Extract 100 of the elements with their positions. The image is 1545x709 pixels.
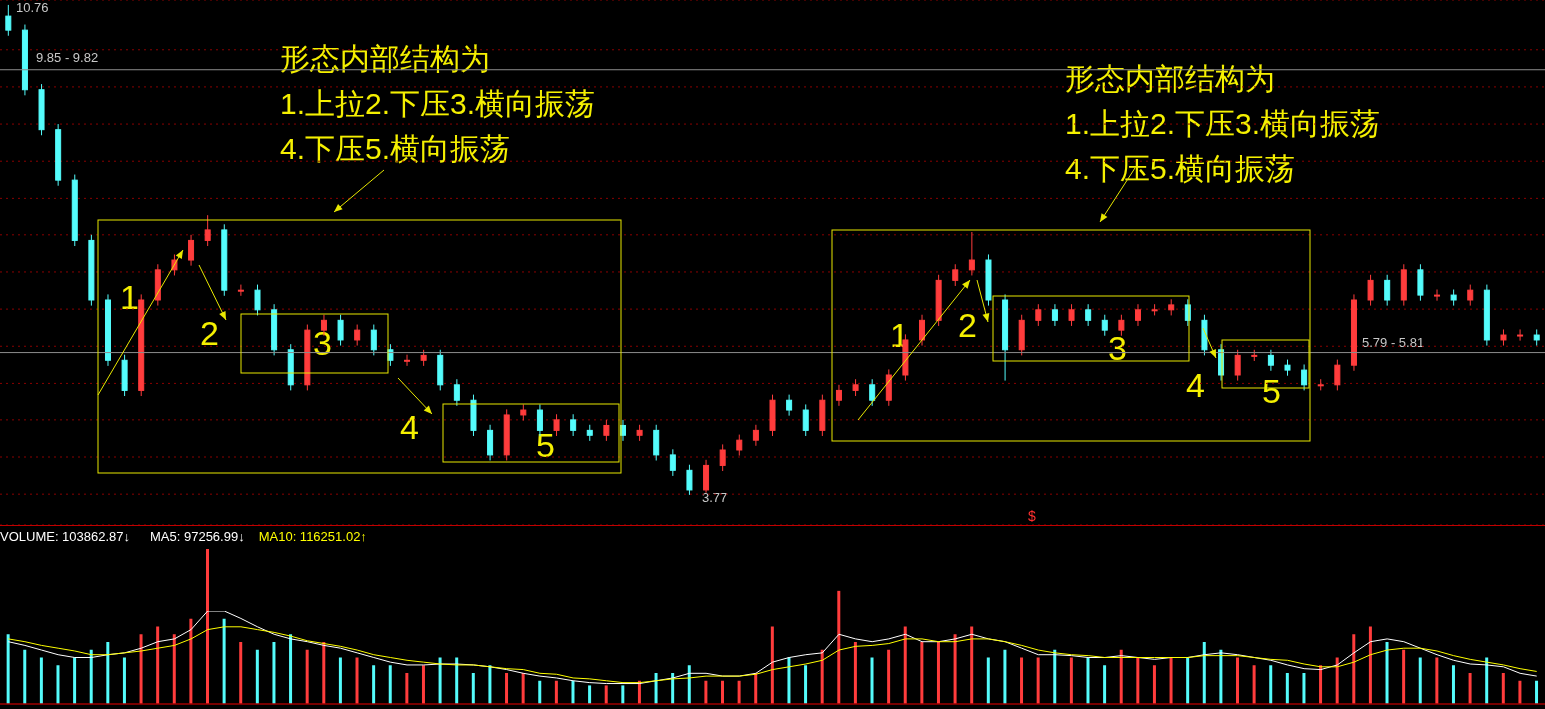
candlestick <box>1384 274 1391 307</box>
bar <box>1069 657 1073 704</box>
bar <box>239 642 243 704</box>
bar <box>289 634 293 704</box>
bar <box>438 657 442 704</box>
candlestick <box>669 448 676 477</box>
bar <box>654 673 658 704</box>
candlestick <box>736 434 743 457</box>
bar <box>1186 657 1190 704</box>
annotation: 3.77 <box>702 490 728 506</box>
bar <box>903 626 907 704</box>
candlestick <box>370 324 377 356</box>
candlestick <box>686 464 693 496</box>
candlestick <box>919 314 926 347</box>
bar <box>505 673 509 704</box>
bar <box>1352 634 1356 704</box>
bar <box>604 685 608 704</box>
candlestick <box>1434 288 1441 302</box>
bar <box>770 626 774 704</box>
bar <box>1501 673 1505 704</box>
annotation: 2 <box>958 305 977 346</box>
bar <box>953 634 957 704</box>
bar <box>1119 649 1123 704</box>
bar <box>106 642 110 704</box>
bar <box>554 680 558 704</box>
candlestick <box>968 231 975 276</box>
candlestick <box>786 394 793 417</box>
bar <box>1269 665 1273 704</box>
bar <box>1385 642 1389 704</box>
bar <box>970 626 974 704</box>
bar <box>920 642 924 704</box>
candlestick <box>254 284 261 316</box>
bar <box>1202 642 1206 704</box>
candlestick <box>553 413 560 437</box>
bar <box>388 665 392 704</box>
candlestick <box>1101 314 1108 337</box>
bar <box>189 618 193 704</box>
annotation: 形态内部结构为 1.上拉2.下压3.横向振荡 4.下压5.横向振荡 <box>280 41 596 167</box>
bar <box>421 665 425 704</box>
text: MA5: 97256.99↓ <box>150 529 245 544</box>
text: VOLUME: 103862.87↓ <box>0 529 131 544</box>
bar <box>1418 657 1422 704</box>
bar <box>704 680 708 704</box>
candlestick <box>1234 349 1241 382</box>
annotation: 3 <box>313 323 332 364</box>
bar <box>1053 649 1057 704</box>
bar <box>139 634 143 704</box>
candlestick <box>1367 274 1374 307</box>
candlestick <box>1334 359 1341 391</box>
bar <box>1518 680 1522 704</box>
bar <box>1252 665 1256 704</box>
candlestick <box>752 424 759 447</box>
bar <box>172 634 176 704</box>
bar <box>1003 649 1007 704</box>
bar <box>89 649 93 704</box>
candlestick <box>1134 303 1141 327</box>
bar <box>1285 673 1289 704</box>
bar <box>355 657 359 704</box>
candlestick <box>1517 328 1524 342</box>
candlestick <box>5 4 12 37</box>
annotation: 4 <box>1186 365 1205 406</box>
bar <box>1136 657 1140 704</box>
annotation: 3 <box>1108 328 1127 369</box>
bar <box>1103 665 1107 704</box>
bar <box>1152 665 1156 704</box>
bar <box>936 642 940 704</box>
candlestick <box>404 354 411 367</box>
bar <box>1036 657 1040 704</box>
annotation: 形态内部结构为 1.上拉2.下压3.横向振荡 4.下压5.横向振荡 <box>1065 61 1381 187</box>
bar <box>338 657 342 704</box>
bar <box>870 657 874 704</box>
candlestick <box>952 263 959 287</box>
bar <box>122 657 126 704</box>
bar <box>820 649 824 704</box>
bar <box>73 657 77 704</box>
bar <box>787 657 791 704</box>
bar <box>305 649 309 704</box>
candlestick <box>603 419 610 442</box>
candlestick <box>1051 303 1058 327</box>
candlestick <box>237 284 244 297</box>
bar <box>1169 657 1173 704</box>
bar <box>837 590 841 704</box>
bar <box>588 685 592 704</box>
bar <box>206 549 209 704</box>
bar <box>1535 680 1539 704</box>
candlestick <box>204 214 211 247</box>
bar <box>1086 657 1090 704</box>
bar <box>521 673 525 704</box>
bar <box>39 657 43 704</box>
bar <box>1335 657 1339 704</box>
candlestick <box>719 443 726 472</box>
bar <box>1402 649 1406 704</box>
bar <box>687 665 691 704</box>
annotation: 2 <box>200 313 219 354</box>
bar <box>1302 673 1306 704</box>
bar <box>272 642 276 704</box>
bar <box>471 673 475 704</box>
bar <box>538 680 542 704</box>
bar <box>255 649 259 704</box>
bar <box>56 665 60 704</box>
